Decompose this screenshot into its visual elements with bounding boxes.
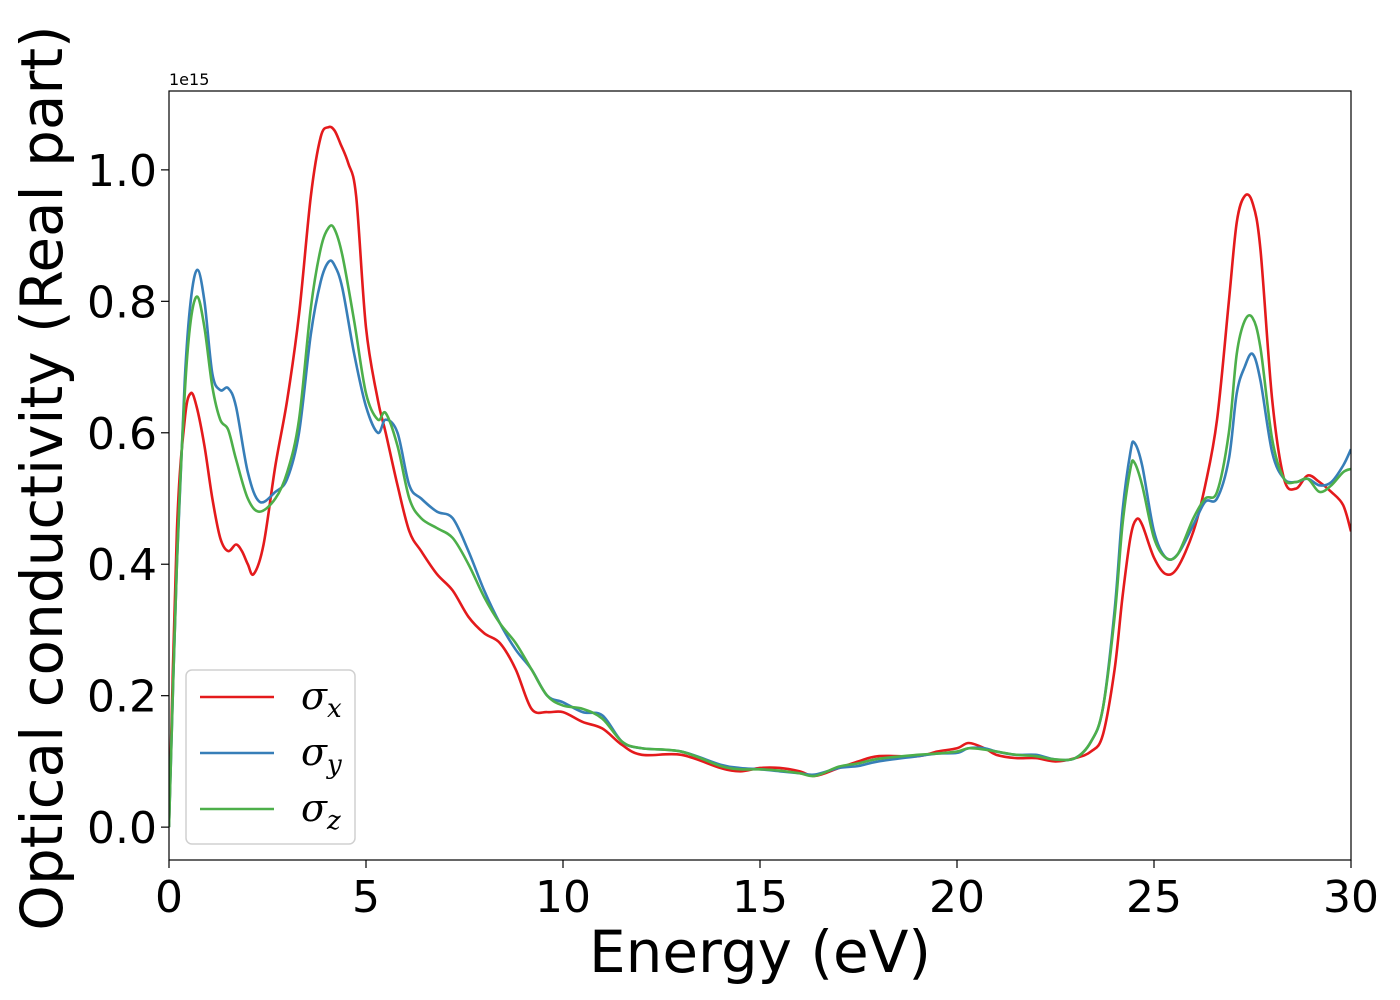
x-tick-label: 25 bbox=[1126, 872, 1182, 923]
legend-label-sigma-x: σx bbox=[301, 674, 342, 724]
x-tick-label: 15 bbox=[732, 872, 788, 923]
x-axis-ticks: 0 5 10 15 20 25 30 bbox=[155, 860, 1379, 923]
y-tick-label: 1.0 bbox=[87, 146, 157, 197]
legend-subscript: z bbox=[326, 806, 341, 836]
x-tick-label: 20 bbox=[929, 872, 985, 923]
y-tick-label: 0.2 bbox=[87, 672, 157, 723]
x-tick-label: 10 bbox=[535, 872, 591, 923]
y-axis-label: Optical conductivity (Real part) bbox=[8, 25, 76, 930]
series-line-sigma-x bbox=[169, 125, 1351, 828]
legend-symbol: σ bbox=[301, 730, 328, 774]
legend-symbol: σ bbox=[301, 674, 328, 718]
legend-symbol: σ bbox=[301, 786, 328, 830]
x-axis-label: Energy (eV) bbox=[589, 918, 931, 986]
y-offset-label: 1e15 bbox=[169, 70, 209, 89]
legend-subscript: y bbox=[326, 750, 342, 780]
y-tick-label: 0.8 bbox=[87, 277, 157, 328]
series-layer bbox=[169, 125, 1351, 828]
y-tick-label: 0.0 bbox=[87, 803, 157, 854]
legend-box bbox=[185, 669, 356, 845]
series-line-sigma-z bbox=[169, 224, 1351, 828]
series-line-sigma-y bbox=[169, 259, 1351, 828]
y-axis-ticks: 0.0 0.2 0.4 0.6 0.8 1.0 bbox=[87, 146, 169, 854]
y-tick-label: 0.4 bbox=[87, 540, 157, 591]
legend-subscript: x bbox=[327, 694, 342, 724]
legend-label-sigma-z: σz bbox=[301, 786, 341, 836]
legend-label-sigma-y: σy bbox=[301, 730, 342, 780]
x-tick-label: 0 bbox=[155, 872, 183, 923]
y-tick-label: 0.6 bbox=[87, 409, 157, 460]
x-tick-label: 30 bbox=[1323, 872, 1379, 923]
x-tick-label: 5 bbox=[352, 872, 380, 923]
